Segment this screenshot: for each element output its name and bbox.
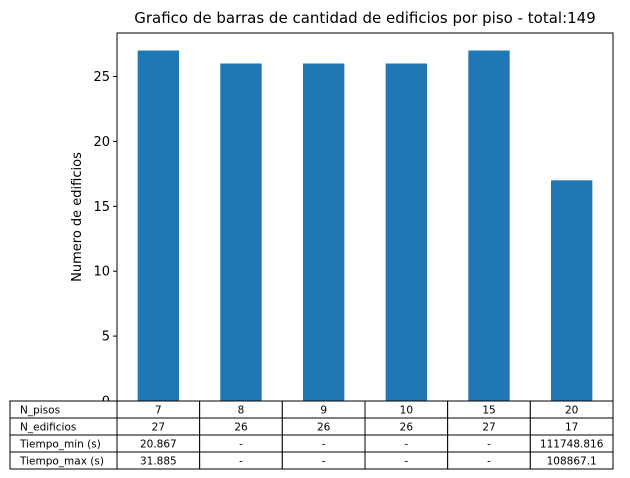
table-cell-value: 31.885 xyxy=(140,456,177,468)
y-tick-label: 5 xyxy=(102,330,110,345)
table-cell-value: 17 xyxy=(565,422,578,434)
table-row-label: N_edificios xyxy=(20,422,76,434)
table-row-label: Tiempo_min (s) xyxy=(19,439,101,451)
table-cell-value: - xyxy=(404,439,408,451)
table-cell-value: 27 xyxy=(152,422,165,434)
table-cell-value: 10 xyxy=(400,405,413,417)
table-cell-value: - xyxy=(239,456,243,468)
y-axis-label: Numero de edificios xyxy=(70,152,85,282)
table-cell-value: - xyxy=(404,456,408,468)
table-cell-value: 108867.1 xyxy=(547,456,597,468)
table-cell-value: 26 xyxy=(317,422,331,434)
bars-layer xyxy=(137,50,593,402)
table-cell xyxy=(529,451,614,470)
table-cell-value: 26 xyxy=(400,422,414,434)
table-cell-value: 27 xyxy=(482,422,495,434)
table-cell-value: 26 xyxy=(234,422,248,434)
bar-20 xyxy=(551,180,593,401)
bar-7 xyxy=(137,50,179,402)
y-tick-label: 15 xyxy=(93,200,110,215)
table-cell-value: 111748.816 xyxy=(540,439,604,451)
table-cell-value: 8 xyxy=(238,405,245,417)
bar-9 xyxy=(303,63,345,402)
y-tick-label: 10 xyxy=(93,265,110,280)
table-cell-value: 20 xyxy=(565,405,578,417)
table-cell-value: 15 xyxy=(482,405,495,417)
bar-10 xyxy=(385,63,427,402)
chart-title: Grafico de barras de cantidad de edifici… xyxy=(134,9,596,27)
plot-frame xyxy=(116,32,614,402)
table-cell-value: 9 xyxy=(320,405,327,417)
table-cell-value: - xyxy=(322,456,326,468)
bar-15 xyxy=(468,50,510,402)
table-cell-value: - xyxy=(239,439,243,451)
table-cell-value: 20.867 xyxy=(140,439,177,451)
y-tick-label: 20 xyxy=(93,135,110,150)
table-cell-value: 7 xyxy=(155,405,162,417)
table-row-label: Tiempo_max (s) xyxy=(19,456,104,468)
y-axis-ticks: 0510152025 xyxy=(93,70,117,410)
table-cell-value: - xyxy=(322,439,326,451)
table-cell-value: - xyxy=(487,456,491,468)
data-table: N_pisos 7 8 9 10 15 20 N_edificios 27 26 26 26 27 17 T… xyxy=(9,400,614,470)
table-cell-value: - xyxy=(487,439,491,451)
y-tick-label: 25 xyxy=(93,70,110,85)
bar-8 xyxy=(220,63,262,402)
table-row-label: N_pisos xyxy=(20,405,60,417)
